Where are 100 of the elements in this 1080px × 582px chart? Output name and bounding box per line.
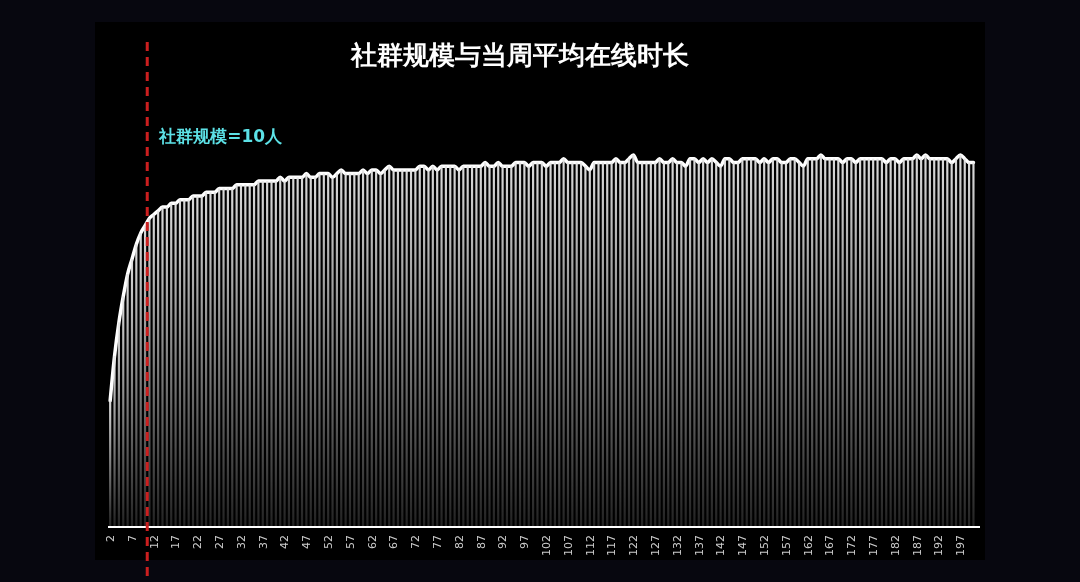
bar (335, 173, 338, 527)
bar (745, 158, 748, 527)
x-tick-label: 37 (256, 535, 270, 549)
x-tick-label: 87 (474, 535, 488, 549)
x-tick-label: 42 (278, 535, 292, 549)
bar (218, 188, 221, 527)
bar (741, 158, 744, 527)
x-tick-label: 17 (169, 535, 183, 549)
bar (261, 181, 264, 527)
bar (898, 162, 901, 527)
bar (318, 173, 321, 527)
bar (797, 162, 801, 527)
bar (514, 162, 517, 527)
bar (784, 162, 788, 527)
bar (819, 155, 822, 527)
bar (963, 158, 966, 527)
ref-line-label: 社群规模=10人 (158, 126, 284, 146)
bar (239, 184, 243, 527)
bar (789, 158, 792, 527)
x-tick-label: 12 (147, 535, 161, 549)
x-tick-label: 107 (561, 535, 575, 556)
bar (841, 162, 844, 527)
x-tick-label: 97 (518, 535, 532, 549)
bar (157, 210, 160, 527)
bar (370, 169, 373, 527)
bar (867, 158, 870, 527)
bar (427, 169, 430, 527)
bar (845, 158, 849, 527)
bar (688, 158, 692, 527)
bar (200, 195, 203, 527)
bar (187, 199, 190, 527)
bar (152, 214, 155, 527)
x-tick-label: 117 (605, 535, 619, 556)
bar (750, 158, 753, 527)
bar (518, 162, 522, 527)
bar (122, 296, 125, 527)
bar (793, 158, 796, 527)
bar (859, 158, 862, 527)
bar (610, 162, 613, 527)
bar (806, 158, 809, 527)
bar (693, 158, 696, 527)
bar (196, 195, 199, 527)
bar (671, 158, 674, 527)
bar (532, 162, 535, 527)
bar (566, 162, 570, 527)
bar (549, 162, 552, 527)
x-tick-label: 137 (692, 535, 706, 556)
bar (375, 169, 378, 527)
bar (296, 177, 299, 527)
bar (880, 158, 883, 527)
bar (946, 158, 949, 527)
x-tick-label: 182 (888, 535, 902, 556)
x-tick-label: 22 (191, 535, 205, 549)
bar (392, 169, 395, 527)
bar (575, 162, 578, 527)
bar (205, 192, 208, 527)
bar (231, 188, 234, 527)
x-tick-label: 7 (125, 535, 139, 542)
bar (305, 173, 308, 527)
x-tick-label: 47 (300, 535, 314, 549)
chart-title: 社群规模与当周平均在线时长 (350, 40, 689, 70)
bar (314, 177, 317, 527)
bar (540, 162, 543, 527)
bar (872, 158, 875, 527)
bar (113, 355, 116, 527)
x-tick-label: 187 (910, 535, 924, 556)
bar (876, 158, 879, 527)
bar (274, 181, 277, 527)
bar (933, 158, 936, 527)
x-tick-label: 127 (649, 535, 663, 556)
bar (906, 158, 910, 527)
x-tick-label: 162 (801, 535, 815, 556)
bar (139, 233, 142, 527)
bar (571, 162, 574, 527)
x-tick-label: 177 (867, 535, 881, 556)
bar (361, 169, 365, 527)
bar (863, 158, 866, 527)
x-tick-label: 132 (670, 535, 684, 556)
bar (950, 162, 953, 527)
bar (366, 173, 369, 527)
bar (357, 173, 360, 527)
x-tick-label: 157 (779, 535, 793, 556)
bar (165, 207, 168, 527)
bar (954, 158, 958, 527)
x-tick-label: 147 (736, 535, 750, 556)
bar (331, 177, 334, 527)
bar (252, 184, 256, 527)
bar (475, 166, 478, 527)
x-tick-label: 172 (845, 535, 859, 556)
bar (183, 199, 186, 527)
x-tick-label: 122 (627, 535, 641, 556)
bar (715, 162, 718, 527)
bar (941, 158, 945, 527)
bar (436, 169, 439, 527)
bar (470, 166, 474, 527)
x-tick-label: 197 (954, 535, 968, 556)
bar (885, 162, 888, 527)
bar (597, 162, 600, 527)
bar (492, 166, 495, 527)
bar (257, 181, 260, 527)
